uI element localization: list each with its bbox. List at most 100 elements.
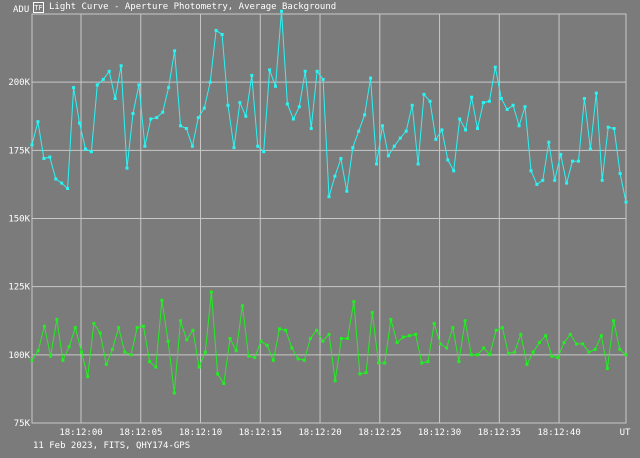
series-2-point xyxy=(506,352,510,355)
y-tick-label: 175K xyxy=(8,146,30,156)
series-1-point xyxy=(553,178,557,182)
series-2-point xyxy=(537,341,541,345)
series-1-point xyxy=(339,157,343,160)
series-2-point xyxy=(476,353,479,357)
series-1-point xyxy=(404,129,408,133)
series-2-point xyxy=(346,337,350,340)
series-1-point xyxy=(84,147,87,151)
series-2-point xyxy=(377,361,380,365)
series-1-point xyxy=(446,158,450,162)
series-1-point xyxy=(523,105,527,109)
series-1-point xyxy=(89,150,93,154)
series-1-point xyxy=(547,140,551,144)
series-1-point xyxy=(517,124,521,128)
series-2-point xyxy=(624,353,628,357)
series-2-point xyxy=(445,346,449,350)
series-2-point xyxy=(605,367,609,370)
series-1-point xyxy=(428,99,432,103)
series-2-point xyxy=(86,375,90,379)
series-2-point xyxy=(73,326,77,330)
y-axis-label: ADU xyxy=(13,5,29,15)
series-2-point xyxy=(333,379,337,383)
series-1-point xyxy=(541,178,545,182)
x-tick-label: 18:12:40 xyxy=(537,428,580,438)
series-2-point xyxy=(259,339,263,343)
series-2-point xyxy=(500,326,504,330)
series-2-point xyxy=(389,317,393,321)
series-2-point xyxy=(457,360,461,364)
series-2-point xyxy=(556,356,560,360)
series-1-point xyxy=(351,146,355,150)
series-2-point xyxy=(172,391,176,395)
series-1-point xyxy=(345,189,349,193)
series-1-point xyxy=(381,124,384,128)
series-1-point xyxy=(72,86,76,90)
series-1-point xyxy=(291,117,295,121)
series-1-point xyxy=(375,162,378,166)
series-2-point xyxy=(278,327,281,331)
series-2-point xyxy=(284,328,288,332)
series-2-point xyxy=(618,347,622,351)
series-1-point xyxy=(196,116,200,120)
series-1-point xyxy=(600,178,604,182)
series-1-point xyxy=(529,169,533,173)
series-2-point xyxy=(581,342,585,346)
series-1-point xyxy=(410,103,414,107)
y-tick-label: 200K xyxy=(8,78,30,88)
series-1-point xyxy=(208,80,212,84)
series-1-point xyxy=(220,33,224,36)
series-1-point xyxy=(309,127,313,130)
series-2-point xyxy=(216,372,220,376)
series-1-point xyxy=(499,97,503,100)
series-2-point xyxy=(463,319,467,323)
title-bar: TF Light Curve - Aperture Photometry, Av… xyxy=(0,0,640,16)
series-2-point xyxy=(42,324,46,328)
series-1-point xyxy=(125,166,129,170)
series-1-point xyxy=(505,107,509,111)
series-2-point xyxy=(401,335,405,339)
series-2-point xyxy=(302,358,306,362)
series-1-point xyxy=(624,200,628,204)
series-1-point xyxy=(571,159,574,163)
series-1-point xyxy=(606,125,610,129)
series-1-point xyxy=(60,181,64,185)
series-2-point xyxy=(61,358,65,362)
series-1-point xyxy=(618,172,622,175)
series-1-point xyxy=(470,95,474,99)
series-2-point xyxy=(240,304,244,308)
series-1-point xyxy=(119,64,123,68)
series-2-point xyxy=(203,350,207,354)
series-1-point xyxy=(36,120,40,124)
series-1-point xyxy=(559,152,563,156)
series-1-point xyxy=(357,129,361,133)
series-2-point xyxy=(383,361,387,365)
series-1-point xyxy=(464,128,468,132)
app-icon[interactable]: TF xyxy=(33,2,44,13)
series-2-point xyxy=(209,290,213,294)
series-1-point xyxy=(476,127,479,130)
series-2-point xyxy=(104,362,108,366)
series-2-point xyxy=(488,353,492,357)
series-2-point xyxy=(519,332,523,336)
series-2-point xyxy=(358,372,362,376)
series-1-point xyxy=(458,117,462,121)
series-2-point xyxy=(30,358,34,362)
series-1-point xyxy=(131,112,135,115)
x-tick-label: 18:12:05 xyxy=(119,428,162,438)
series-2-point xyxy=(179,319,182,323)
y-tick-label: 100K xyxy=(8,351,30,361)
series-1-point xyxy=(78,121,81,125)
series-2-point xyxy=(562,341,566,345)
series-2-point xyxy=(599,334,603,338)
series-1-point xyxy=(113,97,117,100)
series-2-point xyxy=(197,365,201,369)
series-2-point xyxy=(612,319,616,323)
series-2-point xyxy=(352,300,356,304)
x-tick-label: 18:12:00 xyxy=(59,428,102,438)
series-1-point xyxy=(315,69,319,73)
series-2-point xyxy=(247,354,251,358)
series-1-point xyxy=(54,177,58,181)
series-2-point xyxy=(494,328,498,332)
series-1-point xyxy=(440,128,444,132)
series-2-point xyxy=(575,342,578,346)
